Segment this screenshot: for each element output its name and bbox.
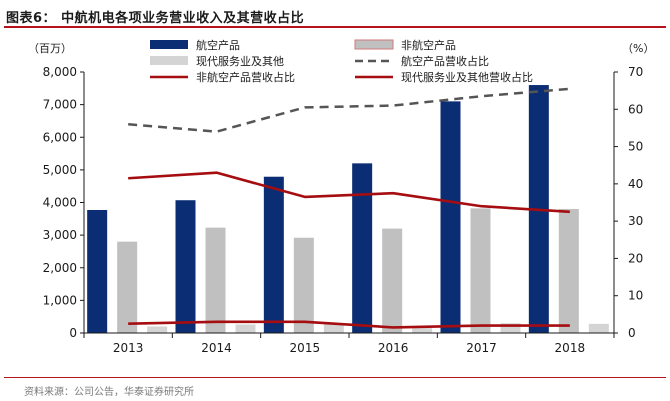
- right-tick-label-5: 50: [628, 140, 643, 154]
- bar-s3-2015: [323, 323, 344, 333]
- right-tick-label-1: 10: [628, 289, 643, 303]
- line-series-2: [128, 171, 570, 214]
- bar-s3-2014: [235, 324, 256, 333]
- left-tick-label-6: 6,000: [43, 130, 77, 144]
- x-tick-label-2015: 2015: [290, 341, 321, 355]
- bar-s3-2018: [588, 323, 609, 333]
- right-tick-label-0: 0: [628, 326, 636, 340]
- left-tick-label-0: 0: [69, 326, 77, 340]
- line-series-1: [128, 87, 570, 133]
- right-tick-label-6: 60: [628, 102, 643, 116]
- bar-s1-2016: [352, 163, 373, 333]
- bar-s2-2014: [205, 227, 226, 333]
- x-tick-label-2014: 2014: [201, 341, 232, 355]
- source-note: 资料来源：公司公告，华泰证券研究所: [24, 387, 194, 398]
- legend-swatch-2: [354, 39, 394, 50]
- right-tick-label-4: 40: [628, 177, 643, 191]
- bar-s3-2013: [147, 326, 168, 333]
- legend-label-4: 航空产品营收占比: [401, 54, 489, 68]
- x-tick-label-2013: 2013: [113, 341, 144, 355]
- legend-label-1: 航空产品: [196, 38, 240, 52]
- right-tick-label-7: 70: [628, 65, 643, 79]
- bar-s2-2018: [558, 209, 579, 333]
- left-tick-label-8: 8,000: [43, 65, 77, 79]
- bar-s2-2017: [470, 208, 491, 333]
- legend-label-2: 非航空产品: [401, 38, 456, 52]
- x-tick-label-2016: 2016: [378, 341, 409, 355]
- line-series-3: [128, 320, 570, 329]
- legend-label-5: 非航空产品营收占比: [196, 70, 295, 84]
- bar-s1-2015: [263, 176, 284, 333]
- bar-s2-2016: [382, 228, 403, 333]
- bar-s2-2015: [293, 237, 314, 333]
- left-tick-label-3: 3,000: [43, 228, 77, 242]
- right-tick-label-2: 20: [628, 251, 643, 265]
- bar-s1-2014: [175, 200, 196, 333]
- left-tick-label-7: 7,000: [43, 98, 77, 112]
- legend-swatch-1: [150, 40, 188, 49]
- figure-title: 图表6： 中航机电各项业务营业收入及其营收占比: [6, 11, 305, 26]
- legend-swatch-3: [150, 56, 188, 65]
- bar-s2-2013: [117, 241, 138, 333]
- bar-s3-2016: [412, 328, 433, 333]
- bars-group: [87, 85, 609, 333]
- right-axis-label: （%）: [622, 42, 654, 55]
- lines-group: [128, 87, 570, 329]
- legend-label-3: 现代服务业及其他: [196, 55, 284, 68]
- figure-header: 图表6： 中航机电各项业务营业收入及其营收占比: [0, 0, 670, 26]
- x-tick-label-2018: 2018: [555, 341, 586, 355]
- x-tick-label-2017: 2017: [466, 341, 497, 355]
- left-tick-label-2: 2,000: [43, 261, 77, 275]
- bar-s1-2017: [440, 101, 461, 333]
- left-tick-label-1: 1,000: [43, 293, 77, 307]
- bar-s3-2017: [500, 323, 521, 333]
- axes-group: 0 1,000 2,000 3,000 4,000 5,000 6,000 7,000 8,00…: [43, 65, 644, 355]
- left-tick-label-5: 5,000: [43, 163, 77, 177]
- right-tick-label-3: 30: [628, 214, 643, 228]
- title-rule: [4, 26, 666, 28]
- left-axis-label: （百万）: [28, 42, 72, 55]
- left-tick-label-4: 4,000: [43, 196, 77, 210]
- bar-s1-2013: [87, 210, 108, 333]
- legend-label-6: 现代服务业及其他营收占比: [401, 70, 533, 84]
- footer-rule: [4, 377, 666, 378]
